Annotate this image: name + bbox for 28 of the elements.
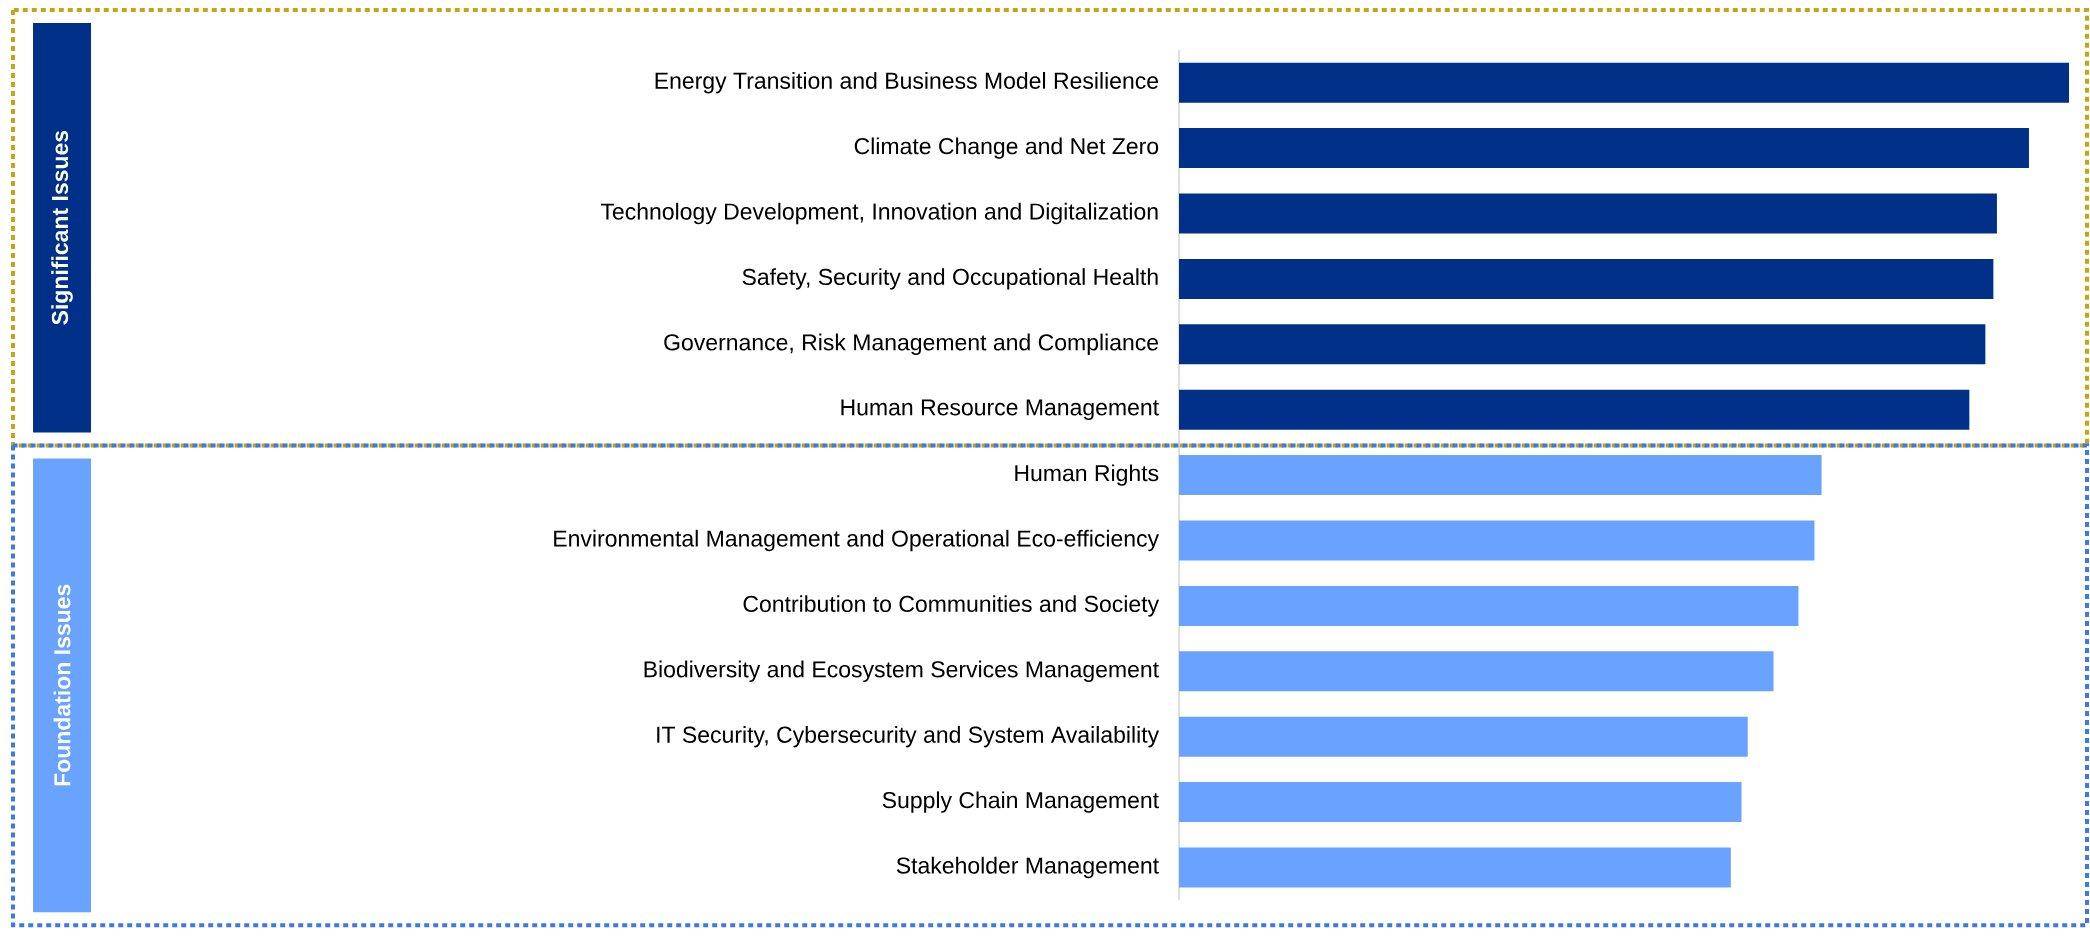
bar [1179, 847, 1731, 888]
bar [1179, 128, 2029, 169]
text: Significant Issues [51, 130, 73, 325]
bar [1179, 716, 1748, 757]
bar [1179, 585, 1799, 626]
y-tick-label: Energy Transition and Business Model Resilience [655, 71, 1159, 94]
bar [1179, 258, 1994, 299]
y-tick-label: Supply Chain Management [882, 791, 1159, 813]
y-tick-label: Human Resource Management [841, 399, 1159, 420]
y-tick-label: Biodiversity and Ecosystem Services Management [644, 660, 1159, 683]
y-tick-label: Technology Development, Innovation and Digitalization [600, 202, 1158, 225]
y-tick-label: Environmental Management and Operational Eco-efficiency [554, 529, 1160, 552]
bar [1179, 62, 2070, 103]
y-tick-label: IT Security, Cybersecurity and System Availability [657, 725, 1160, 748]
bar [1179, 651, 1774, 692]
bar [1179, 782, 1742, 823]
bar [1179, 389, 1970, 430]
y-tick-label: Contribution to Communities and Society [743, 595, 1160, 617]
y-tick-label: Stakeholder Management [896, 856, 1159, 879]
bar [1179, 455, 1822, 496]
y-tick-label: Safety, Security and Occupational Health [742, 268, 1158, 290]
y-tick-label: Governance, Risk Management and Compliance [664, 333, 1159, 356]
bar [1179, 520, 1815, 561]
y-tick-label: Human Rights [1015, 464, 1159, 486]
bar [1179, 193, 1997, 234]
y-tick-label: Climate Change and Net Zero [854, 137, 1159, 159]
bar [1179, 324, 1986, 365]
text: Foundation Issues [53, 584, 71, 786]
